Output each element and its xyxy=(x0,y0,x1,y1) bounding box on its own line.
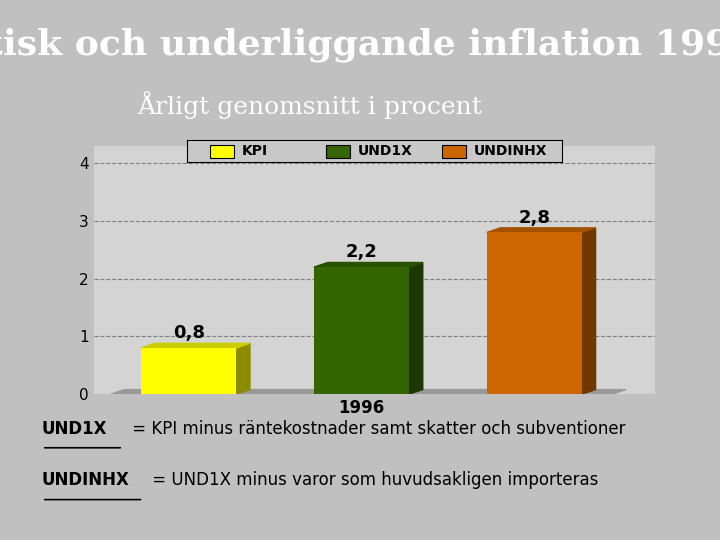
FancyBboxPatch shape xyxy=(210,145,234,158)
Text: 2. Faktisk och underliggande inflation 1996: 2. Faktisk och underliggande inflation 1… xyxy=(0,28,720,62)
Polygon shape xyxy=(236,343,250,394)
Polygon shape xyxy=(582,228,595,394)
Bar xyxy=(314,267,409,394)
Text: Årligt genomsnitt i procent: Årligt genomsnitt i procent xyxy=(138,91,482,119)
Text: UNDINHX: UNDINHX xyxy=(42,471,130,489)
Polygon shape xyxy=(409,262,423,394)
FancyBboxPatch shape xyxy=(325,145,350,158)
Text: 2,2: 2,2 xyxy=(346,244,377,261)
Bar xyxy=(487,232,582,394)
Text: UND1X: UND1X xyxy=(358,144,413,158)
Text: 0,8: 0,8 xyxy=(173,324,204,342)
FancyBboxPatch shape xyxy=(442,145,466,158)
Text: UNDINHX: UNDINHX xyxy=(474,144,547,158)
Bar xyxy=(141,348,236,394)
Text: = KPI minus räntekostnader samt skatter och subventioner: = KPI minus räntekostnader samt skatter … xyxy=(127,420,625,437)
Text: = UND1X minus varor som huvudsakligen importeras: = UND1X minus varor som huvudsakligen im… xyxy=(147,471,598,489)
Polygon shape xyxy=(487,228,595,232)
Text: KPI: KPI xyxy=(241,144,268,158)
Polygon shape xyxy=(141,343,250,348)
Text: UND1X: UND1X xyxy=(42,420,107,437)
Polygon shape xyxy=(314,262,423,267)
Polygon shape xyxy=(111,389,626,394)
Text: 2,8: 2,8 xyxy=(518,208,550,227)
